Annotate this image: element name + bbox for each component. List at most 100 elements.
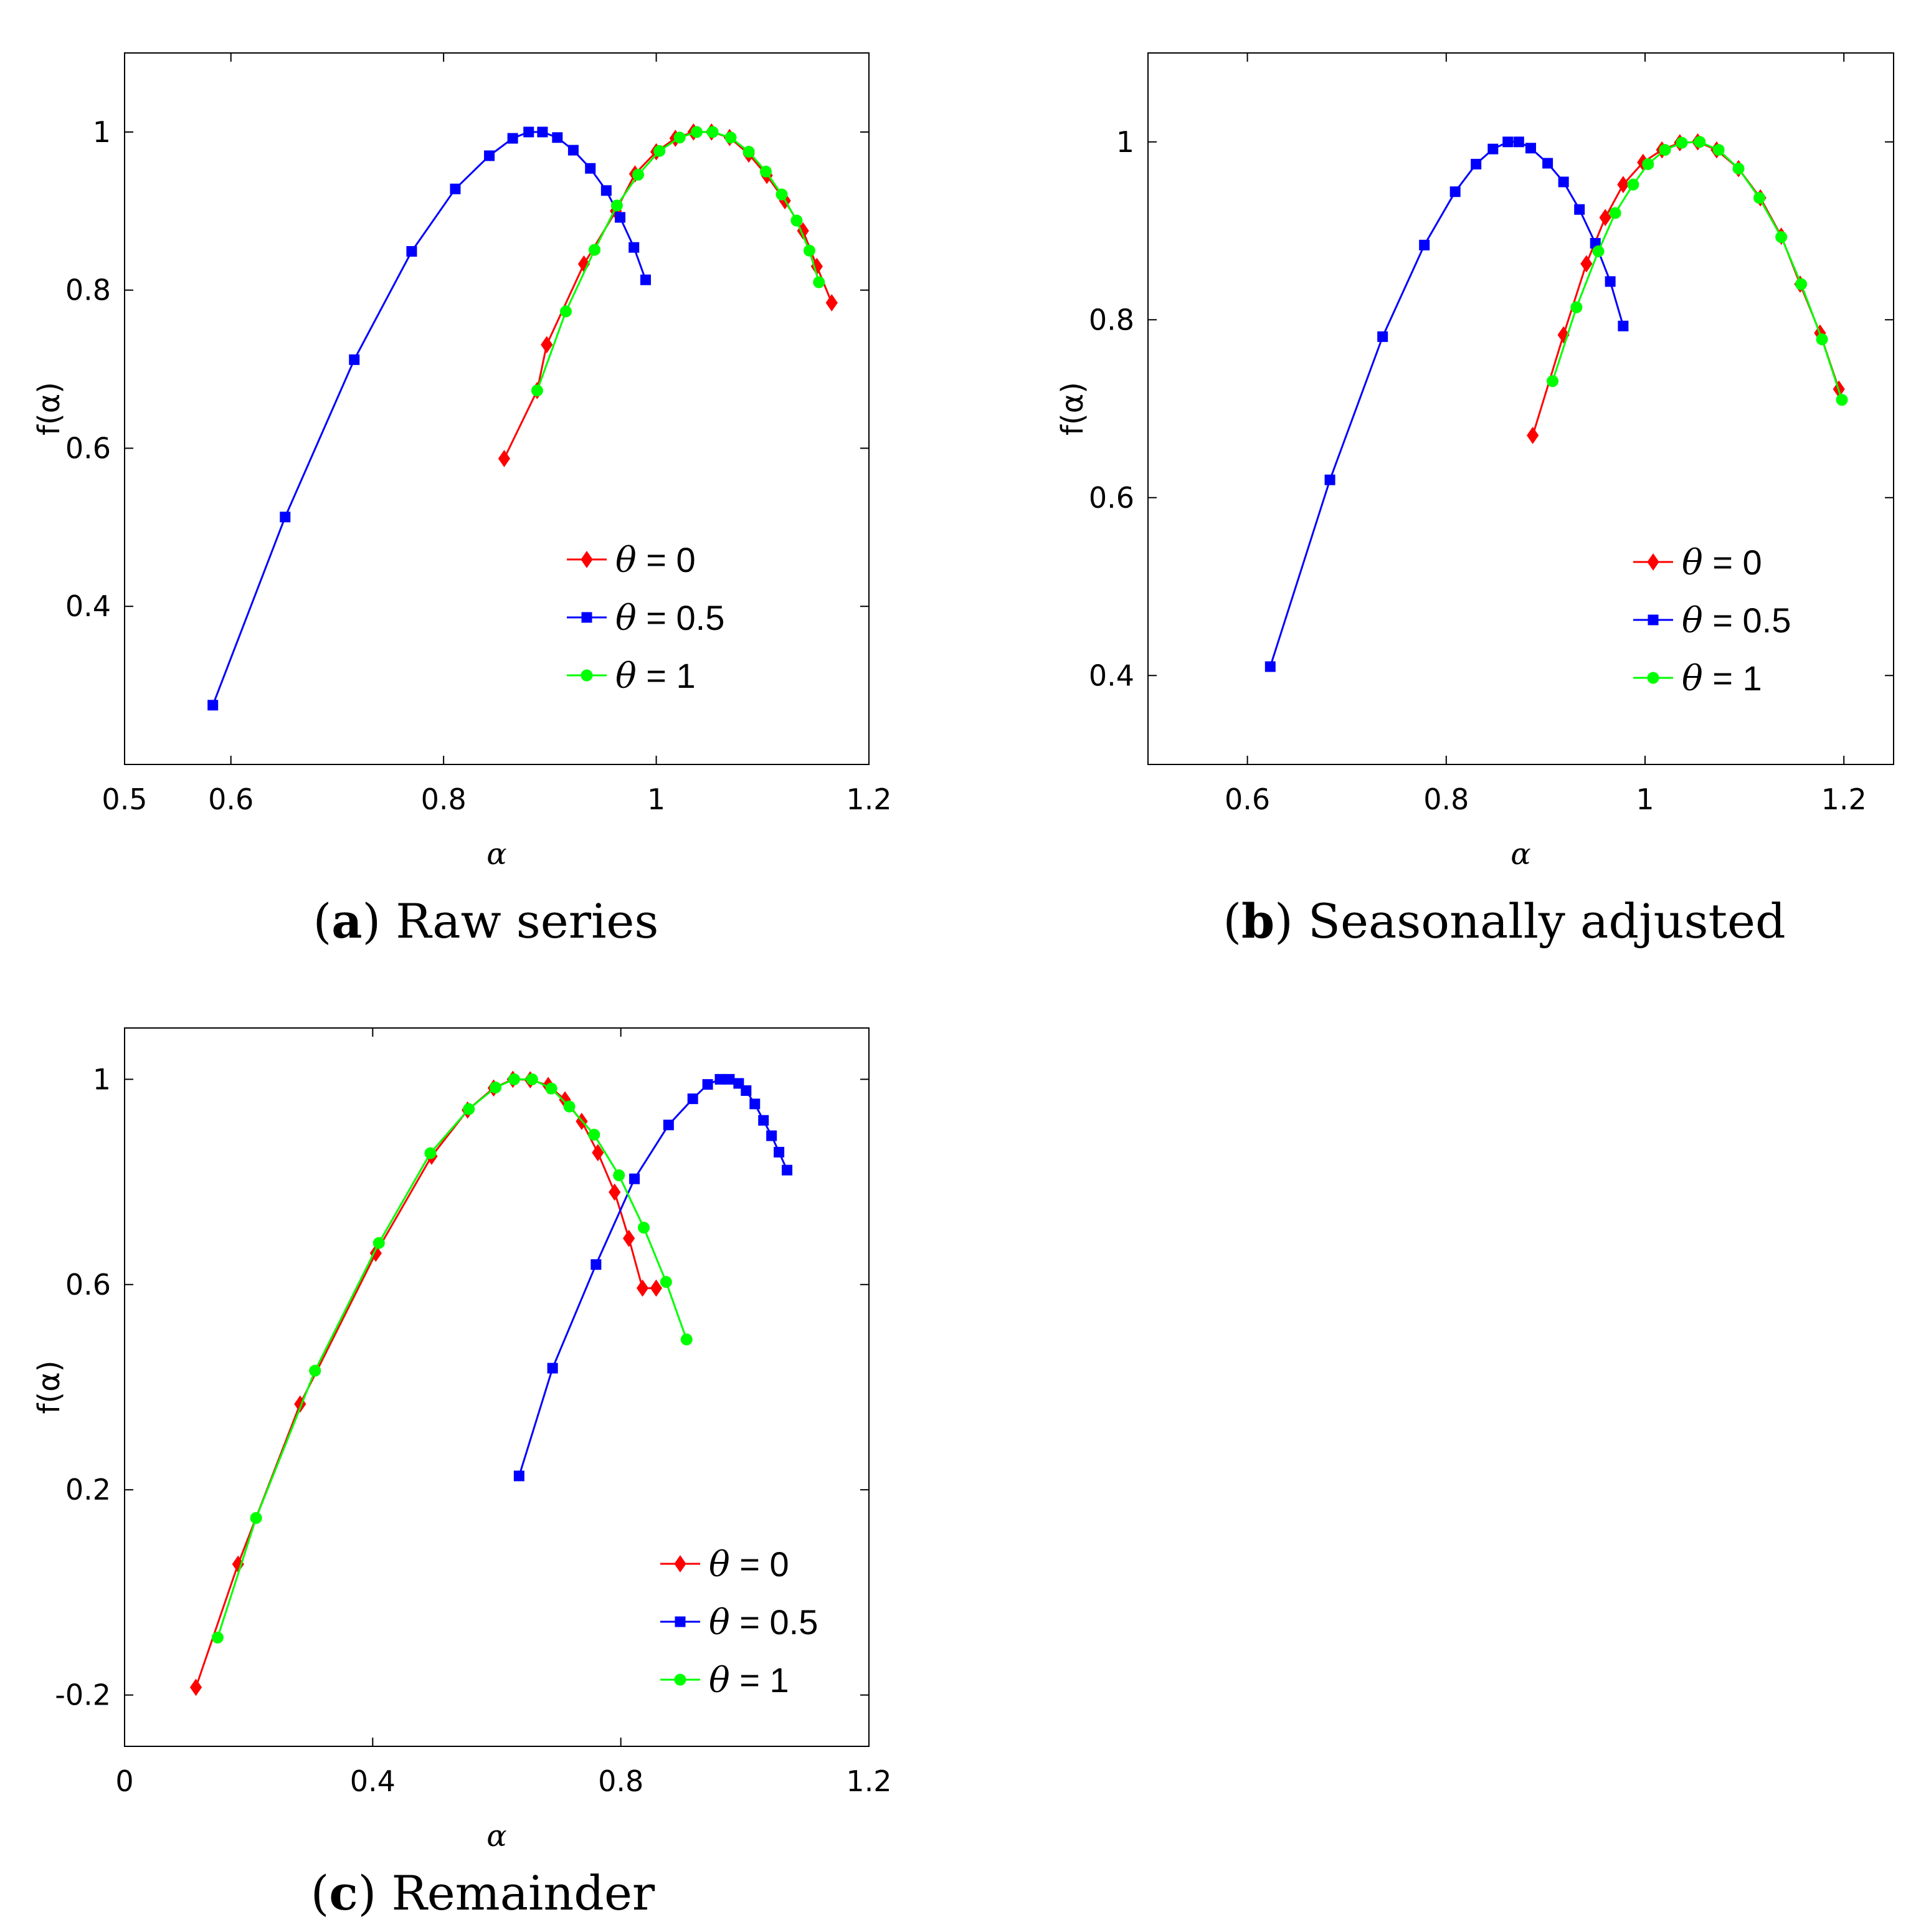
x-tick-label: 1.2 [846,783,891,816]
series-line [518,1078,788,1477]
data-point [1605,276,1616,287]
data-point [463,1103,475,1115]
data-point [623,1229,635,1247]
legend-marker [1647,553,1659,571]
y-tick-label: 0.8 [1089,303,1134,336]
y-tick-label: 0.8 [65,274,111,307]
data-point [588,1128,600,1141]
legend-marker [581,612,592,623]
axes-box [1147,52,1894,765]
data-point [526,1073,538,1085]
series-theta-1 [1547,136,1848,406]
data-point [638,1221,650,1234]
data-point [490,1082,502,1094]
y-tick-label: 1 [93,1062,111,1096]
data-point [609,1183,621,1201]
data-point [545,1082,557,1095]
data-point [724,131,737,144]
data-point [1525,143,1536,154]
data-point [653,145,666,157]
data-point [782,1164,793,1176]
data-point [776,188,788,201]
data-point [1795,278,1808,290]
data-point [1487,143,1499,155]
data-point [585,163,596,174]
panel-caption: (b) Seasonally adjusted [1223,893,1785,949]
data-point [1513,136,1524,148]
data-point [1547,375,1559,388]
legend-label: θ = 0 [615,540,696,581]
series-theta-0-5 [513,1073,793,1482]
data-point [537,126,548,138]
data-point [541,336,553,354]
data-point [714,1073,726,1085]
data-point [1642,158,1654,170]
y-axis-label: f(α) [32,1361,67,1414]
panel-caption: (a) Raw series [313,893,659,949]
data-point [1816,333,1828,346]
legend-marker [675,1616,686,1627]
data-point [1836,394,1848,406]
data-point [1775,231,1788,243]
legend-entry: θ = 0 [1633,543,1762,583]
x-axis-label: α [486,837,506,872]
data-point [592,1144,604,1162]
legend-entry: θ = 1 [660,1660,789,1701]
data-point [189,1678,202,1696]
data-point [523,126,534,138]
series-theta-0 [189,1070,663,1696]
legend-marker [581,551,593,568]
legend-entry: θ = 0.5 [660,1602,818,1643]
legend-entry: θ = 0.5 [567,598,724,639]
data-point [1676,136,1688,149]
series-theta-0 [498,123,838,467]
data-point [1542,158,1553,169]
data-point [825,294,838,312]
data-point [663,1120,674,1131]
y-tick-label: 1 [1116,125,1134,159]
data-point [628,242,640,253]
legend-entry: θ = 1 [567,656,696,697]
data-point [1471,158,1482,169]
legend-entry: θ = 0.5 [1633,601,1791,641]
data-point [1377,331,1388,342]
y-tick-label: 1 [93,115,111,149]
data-point [211,1631,224,1644]
legend-label: θ = 0.5 [1682,601,1791,641]
data-point [513,1470,524,1482]
data-point [629,1173,640,1184]
series-line [536,131,820,391]
series-theta-1 [531,126,825,397]
x-tick-label: 0.6 [1225,783,1270,816]
x-tick-label: 0 [115,1764,133,1798]
data-point [1558,176,1569,188]
data-point [1592,245,1605,257]
data-point [406,245,417,257]
data-point [706,126,719,138]
legend-marker [674,1673,686,1686]
data-point [613,1169,625,1181]
data-point [349,354,360,365]
series-theta-1 [211,1073,693,1644]
x-tick-label: 0.8 [421,783,467,816]
data-point [369,1244,382,1262]
x-tick-label: 0.6 [208,783,254,816]
x-tick-label: 0.8 [1423,783,1469,816]
data-point [424,1147,437,1159]
axes-box [124,52,870,765]
y-tick-label: 0.2 [65,1473,111,1506]
data-point [690,126,703,138]
legend-marker [674,1555,686,1573]
data-point [1617,176,1629,194]
data-point [372,1237,385,1249]
data-point [1580,255,1593,273]
data-point [1264,661,1276,672]
data-point [640,274,651,285]
series-theta-0 [1527,133,1845,444]
data-point [615,212,626,223]
data-point [759,165,772,178]
legend-marker [581,669,593,682]
data-point [1574,204,1585,215]
y-axis-label: f(α) [1055,382,1090,435]
legend-label: θ = 0 [1682,543,1762,583]
